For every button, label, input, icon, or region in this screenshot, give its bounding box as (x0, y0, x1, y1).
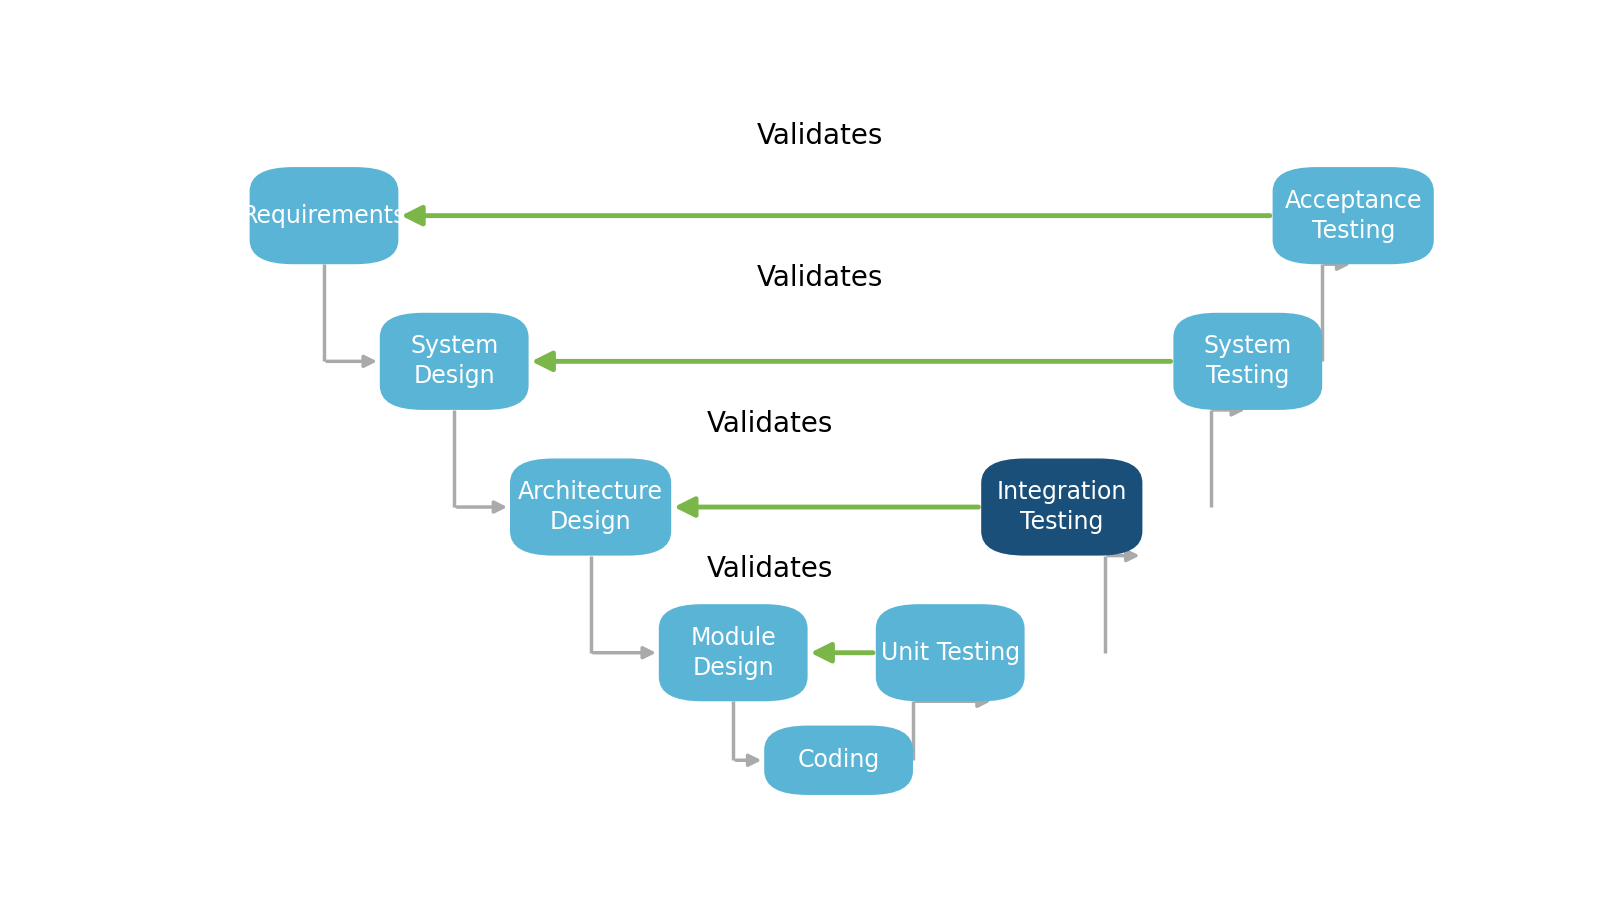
FancyBboxPatch shape (250, 167, 398, 264)
Text: Integration
Testing: Integration Testing (997, 480, 1126, 534)
Text: Validates: Validates (707, 410, 834, 438)
FancyBboxPatch shape (765, 725, 914, 795)
Text: Module
Design: Module Design (690, 626, 776, 679)
Text: Architecture
Design: Architecture Design (518, 480, 662, 534)
Text: System
Design: System Design (410, 334, 498, 388)
FancyBboxPatch shape (875, 605, 1024, 701)
FancyBboxPatch shape (659, 605, 808, 701)
Text: Unit Testing: Unit Testing (880, 641, 1019, 665)
Text: Requirements: Requirements (242, 204, 406, 228)
Text: Acceptance
Testing: Acceptance Testing (1285, 189, 1422, 242)
FancyBboxPatch shape (1272, 167, 1434, 264)
FancyBboxPatch shape (379, 313, 528, 410)
Text: Validates: Validates (707, 555, 834, 583)
FancyBboxPatch shape (1173, 313, 1322, 410)
FancyBboxPatch shape (510, 459, 672, 556)
Text: Validates: Validates (757, 264, 883, 292)
Text: Validates: Validates (757, 122, 883, 150)
Text: Coding: Coding (797, 748, 880, 772)
Text: System
Testing: System Testing (1203, 334, 1291, 388)
FancyBboxPatch shape (981, 459, 1142, 556)
